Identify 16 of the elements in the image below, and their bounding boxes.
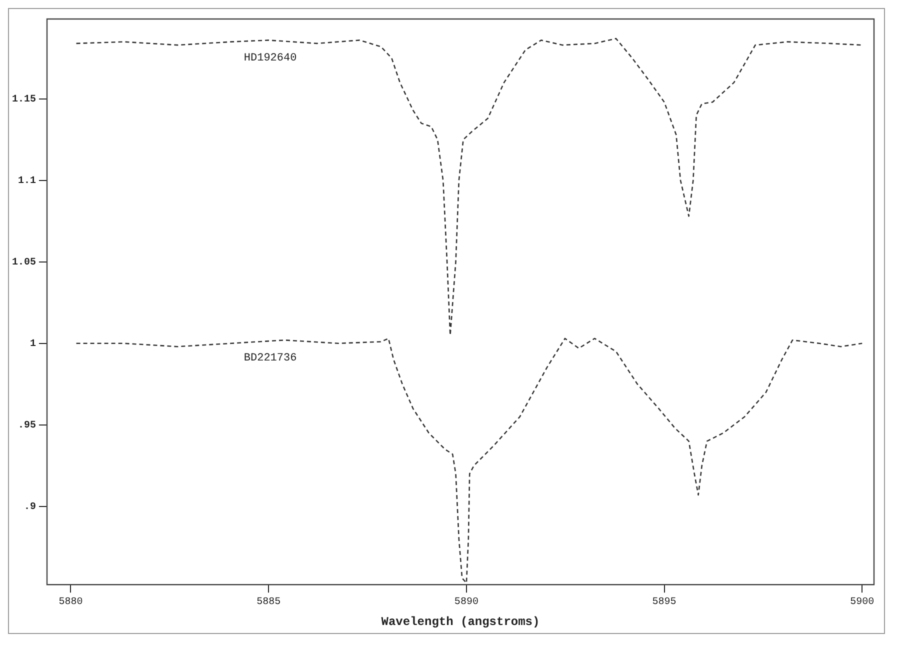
y-tick-label: .95: [18, 420, 36, 432]
y-tick-label: 1: [30, 338, 36, 350]
y-tick-label: 1.15: [12, 94, 36, 106]
line-series: [76, 38, 863, 336]
y-tick-label: .9: [24, 502, 36, 513]
x-tick-label: 5880: [58, 597, 83, 608]
x-tick-label: 5890: [454, 597, 478, 608]
x-axis-title: Wavelength (angstroms): [381, 614, 540, 629]
x-tick-label: 5900: [850, 597, 874, 608]
line-series: [76, 338, 863, 584]
series-label: HD192640: [244, 52, 297, 65]
series-label: BD221736: [244, 352, 297, 365]
y-tick-label: 1.05: [12, 257, 36, 268]
x-tick-label: 5885: [256, 597, 281, 608]
x-tick-label: 5895: [652, 597, 676, 608]
y-tick-label: 1.1: [18, 176, 36, 187]
